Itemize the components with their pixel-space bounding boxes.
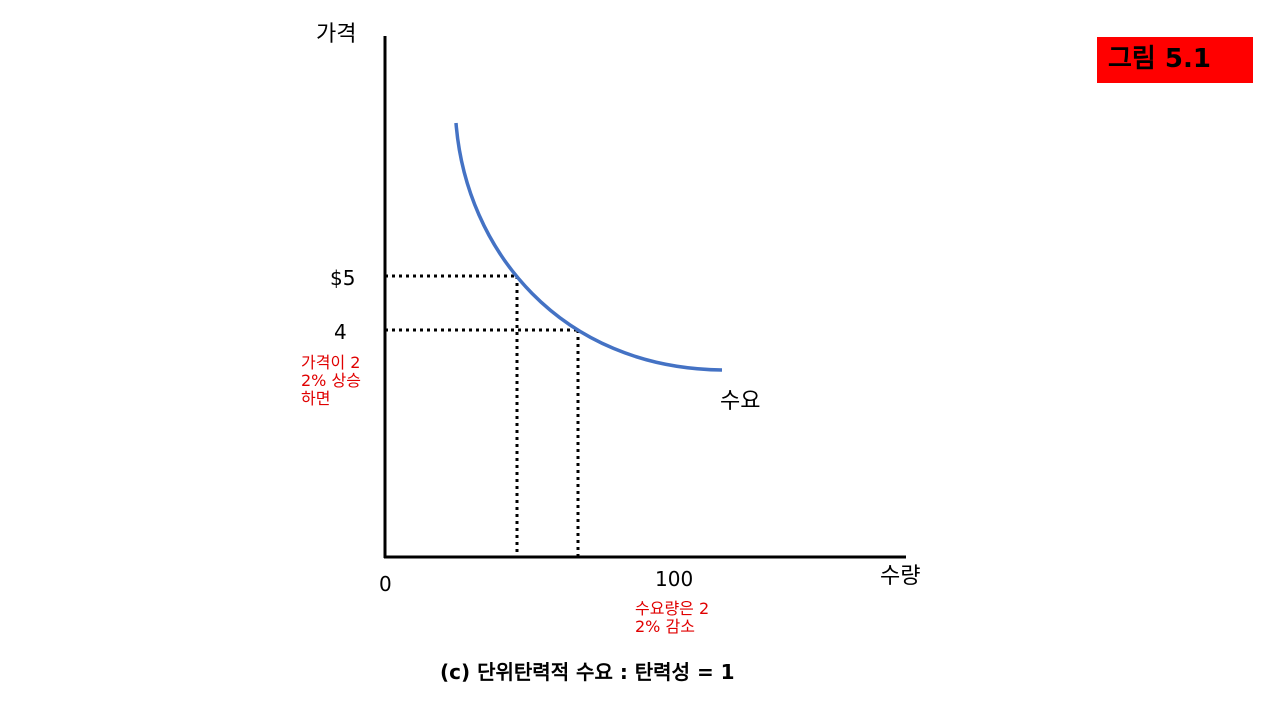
figure-label-box <box>1097 37 1253 83</box>
figure-label: 그림 5.1 <box>1108 44 1211 74</box>
quantity-label: 100 <box>655 567 694 591</box>
caption: (c) 단위탄력적 수요 : 탄력성 = 1 <box>440 660 735 684</box>
price-change-note: 가격이 22% 상승하면 <box>301 353 361 408</box>
y-axis-label: 가격 <box>316 22 357 47</box>
origin-label: 0 <box>379 572 392 596</box>
price-label: $5 <box>330 266 356 290</box>
curve-label: 수요 <box>720 389 761 414</box>
guide-lines <box>385 274 580 557</box>
quantity-change-note: 수요량은 22% 감소 <box>635 599 710 636</box>
demand-curve <box>454 122 723 372</box>
price-label: 4 <box>334 320 347 344</box>
x-axis-label: 수량 <box>880 564 921 589</box>
